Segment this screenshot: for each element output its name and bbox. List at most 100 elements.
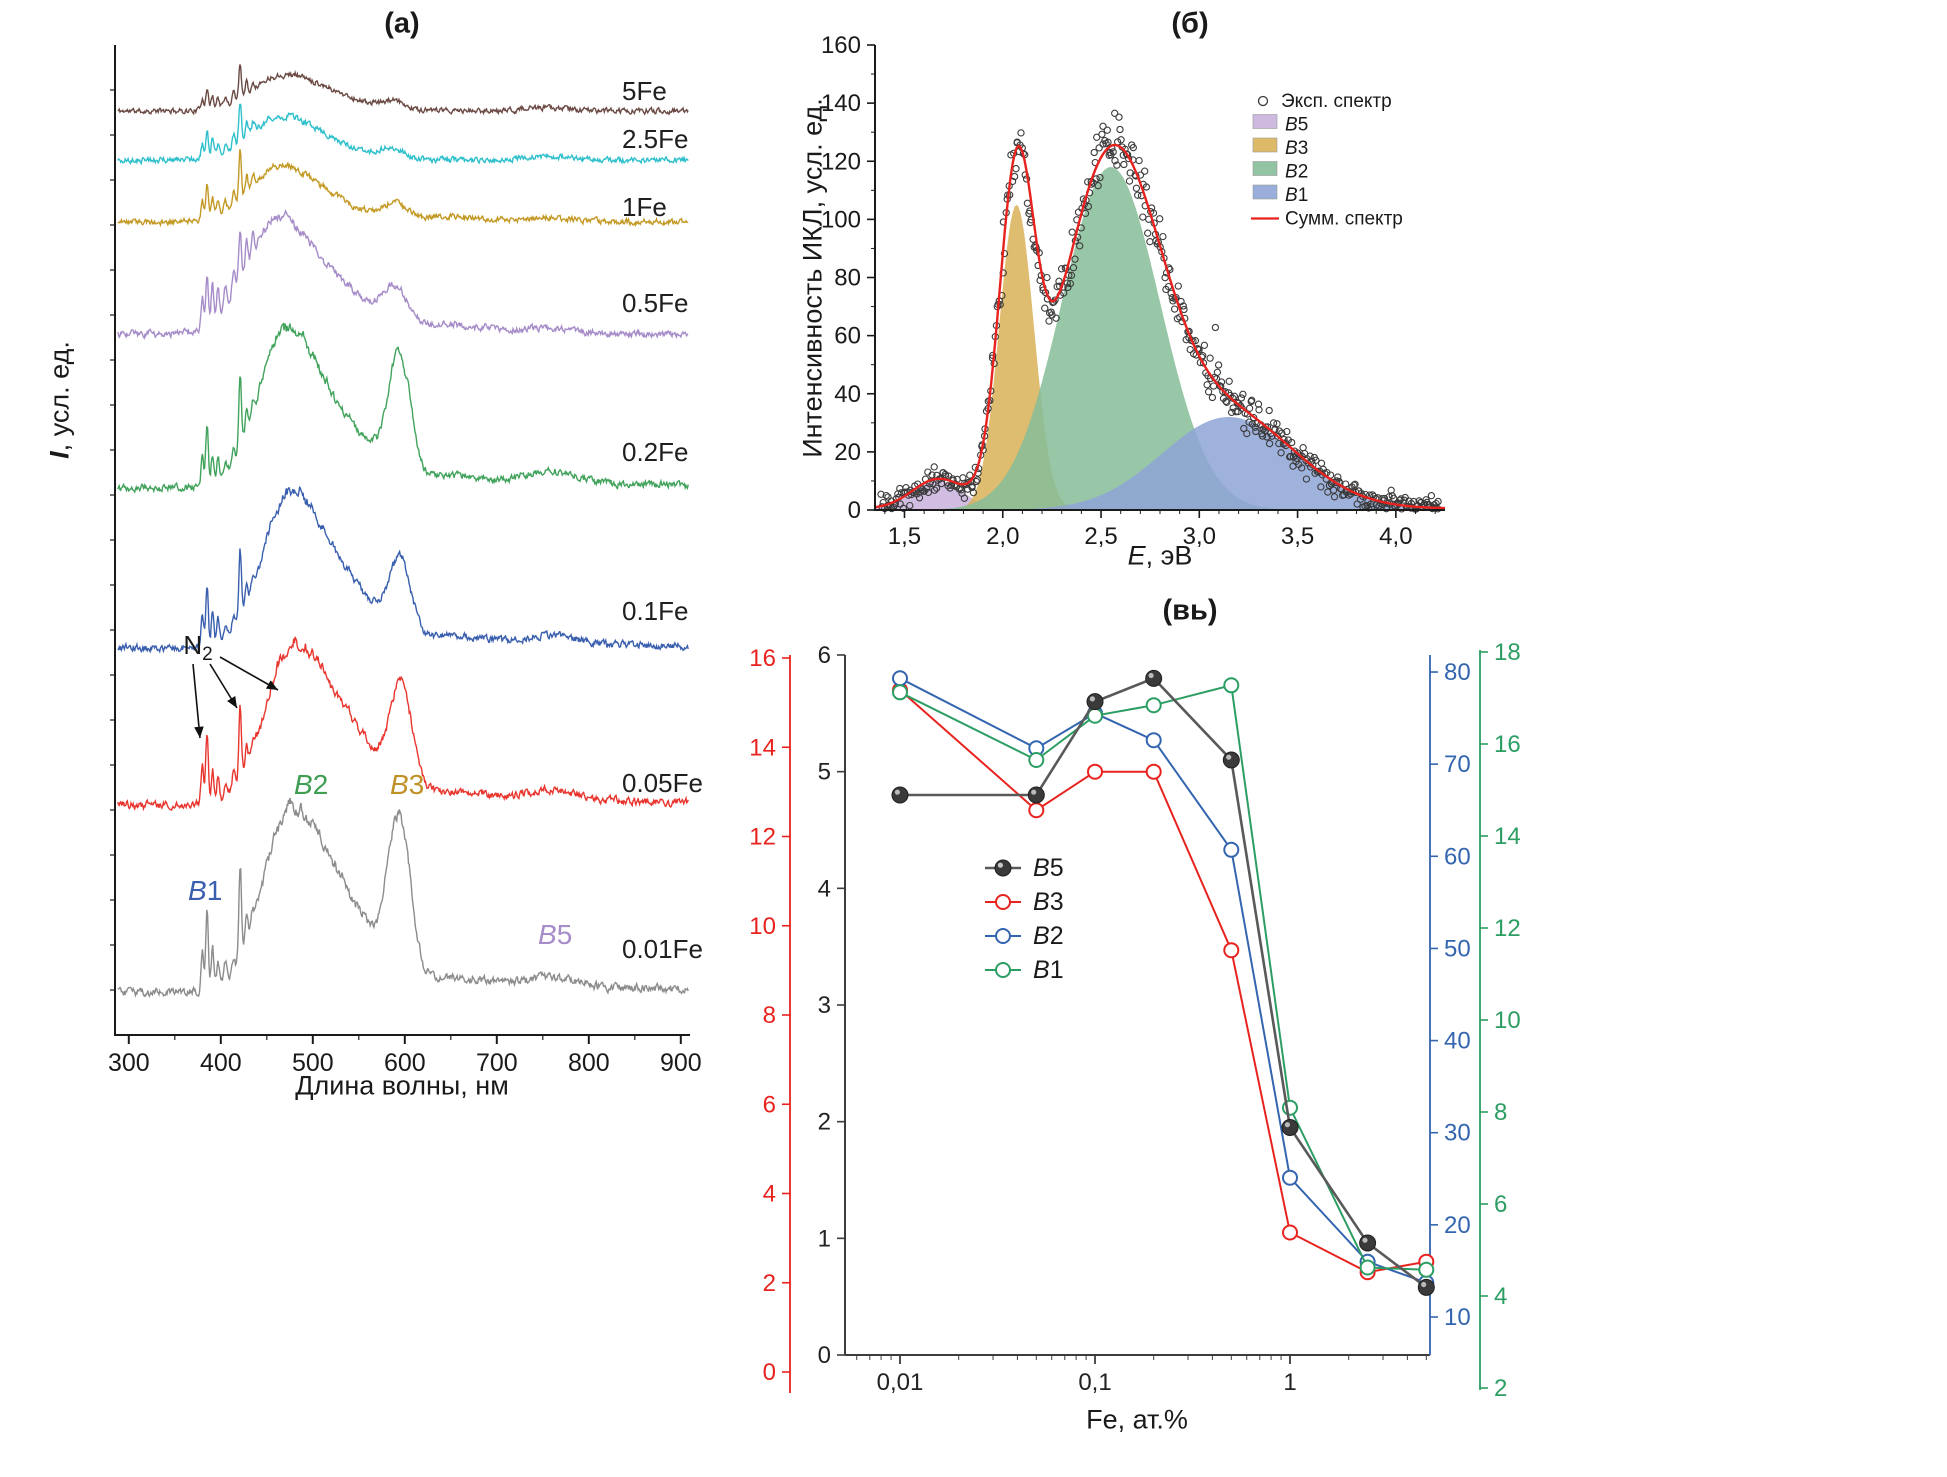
panel-c-xlabel: Fe, ат.% <box>1086 1404 1188 1435</box>
c-line-B2 <box>899 677 1427 1284</box>
a-x-tick-500: 500 <box>292 1049 334 1077</box>
c-black-tick-5: 5 <box>818 759 831 786</box>
a-trace-label-0.05Fe: 0.05Fe <box>622 768 703 798</box>
b-legend-B5: B5 <box>1285 115 1308 136</box>
a-spectrum-0.1Fe <box>117 485 689 654</box>
b-x-tick-2,5: 2,5 <box>1084 523 1117 550</box>
b-x-tick-3,0: 3,0 <box>1183 523 1216 550</box>
a-band-label-B2: B2 <box>294 769 328 800</box>
c-blue-tick-20: 20 <box>1444 1212 1471 1239</box>
b-legend-B1: B1 <box>1285 185 1308 206</box>
panel-c-title: (вь) <box>1162 594 1218 627</box>
a-x-tick-400: 400 <box>200 1049 242 1077</box>
b-y-tick-20: 20 <box>834 439 861 466</box>
c-markers-B5 <box>891 669 1435 1296</box>
b-x-tick-1,5: 1,5 <box>888 523 921 550</box>
c-red-tick-10: 10 <box>749 913 776 940</box>
c-black-tick-2: 2 <box>818 1109 831 1136</box>
a-x-tick-700: 700 <box>476 1049 518 1077</box>
c-blue-tick-10: 10 <box>1444 1304 1471 1331</box>
a-spectrum-0.2Fe <box>117 322 689 494</box>
c-legend-B2: B2 <box>1033 922 1064 950</box>
a-spectrum-0.05Fe <box>117 636 689 812</box>
b-y-tick-100: 100 <box>821 206 861 233</box>
a-n2-arrow <box>192 663 204 739</box>
b-y-tick-160: 160 <box>821 32 861 59</box>
a-band-label-B3: B3 <box>390 769 424 800</box>
a-trace-label-0.1Fe: 0.1Fe <box>622 596 689 626</box>
c-red-tick-2: 2 <box>763 1270 776 1297</box>
panel-a-ylabel-units: , усл. ед. <box>44 341 75 452</box>
b-y-tick-40: 40 <box>834 381 861 408</box>
a-spectrum-0.01Fe <box>117 797 689 999</box>
b-y-tick-140: 140 <box>821 90 861 117</box>
b-y-tick-0: 0 <box>848 497 861 524</box>
c-legend: B5 B3 B2 B1 <box>985 854 1064 984</box>
panel-b-xlabel: E, эВ <box>1128 541 1193 572</box>
b-x-tick-2,0: 2,0 <box>986 523 1019 550</box>
b-band-B2 <box>875 167 1445 510</box>
c-x-tick-1: 1 <box>1283 1369 1296 1396</box>
b-legend-swatch-B1 <box>1252 184 1278 200</box>
c-green-tick-6: 6 <box>1494 1191 1507 1218</box>
a-spectrum-2.5Fe <box>117 103 689 166</box>
b-legend-swatch-B2 <box>1252 161 1278 176</box>
c-green-tick-14: 14 <box>1494 823 1521 850</box>
panel-b: 0 20 40 60 80 100 120 140 160 1,5 2,0 2,5 3,0 3,5 4,0 Э… <box>821 32 1446 550</box>
c-green-tick-16: 16 <box>1494 731 1521 758</box>
a-spectrum-1Fe <box>117 148 689 228</box>
c-red-tick-16: 16 <box>749 645 776 672</box>
c-line-B5 <box>900 676 1428 1289</box>
c-green-tick-18: 18 <box>1494 639 1521 666</box>
c-green-tick-10: 10 <box>1494 1007 1521 1034</box>
b-legend-sum-label: Сумм. спектр <box>1285 209 1403 230</box>
panel-b-xlabel-symbol: E <box>1127 540 1146 571</box>
c-red-tick-6: 6 <box>763 1091 776 1118</box>
a-trace-label-0.2Fe: 0.2Fe <box>622 437 689 467</box>
panel-a-ylabel: I, усл. ед. <box>45 341 76 459</box>
b-sum-curve <box>874 143 1446 510</box>
b-legend-swatch-B3 <box>1252 137 1278 153</box>
c-red-tick-14: 14 <box>749 734 776 761</box>
b-band-B5 <box>875 480 1445 510</box>
c-legend-B5: B5 <box>1033 854 1064 882</box>
c-line-B1 <box>899 684 1427 1271</box>
b-y-tick-80: 80 <box>834 265 861 292</box>
b-y-tick-120: 120 <box>821 148 861 175</box>
c-green-tick-2: 2 <box>1494 1375 1507 1402</box>
a-spectrum-5Fe <box>117 64 689 116</box>
c-line-B3 <box>899 689 1427 1274</box>
b-legend-B2: B2 <box>1285 162 1308 183</box>
b-legend-B3: B3 <box>1285 138 1308 159</box>
c-markers-B3 <box>892 682 1435 1281</box>
c-blue-tick-50: 50 <box>1444 935 1471 962</box>
a-x-tick-800: 800 <box>568 1049 610 1077</box>
c-red-tick-0: 0 <box>763 1359 776 1386</box>
b-y-tick-60: 60 <box>834 323 861 350</box>
a-n2-arrow <box>209 663 238 709</box>
c-green-tick-12: 12 <box>1494 915 1521 942</box>
panel-a: 300 400 500 600 700 800 900 5Fe 2.5Fe 1Fe 0.5Fe 0.2… <box>108 45 703 1077</box>
panel-c: 0,01 0,1 102468101214160123456102030405060… <box>749 639 1520 1402</box>
c-x-tick-0,01: 0,01 <box>877 1369 924 1396</box>
a-x-tick-300: 300 <box>108 1049 150 1077</box>
panel-b-title: (б) <box>1171 7 1209 40</box>
c-black-tick-3: 3 <box>818 992 831 1019</box>
c-blue-tick-70: 70 <box>1444 751 1471 778</box>
a-n2-arrow <box>219 656 279 691</box>
a-annotation-n2: N2 <box>183 630 212 665</box>
b-legend-exp-label: Эксп. спектр <box>1281 91 1392 112</box>
c-green-tick-8: 8 <box>1494 1099 1507 1126</box>
panel-a-xlabel: Длина волны, нм <box>295 1070 509 1101</box>
a-trace-label-0.5Fe: 0.5Fe <box>622 288 689 318</box>
c-red-tick-12: 12 <box>749 824 776 851</box>
c-blue-tick-60: 60 <box>1444 843 1471 870</box>
c-black-tick-6: 6 <box>818 642 831 669</box>
a-band-label-B5: B5 <box>538 919 572 950</box>
c-legend-B1: B1 <box>1033 956 1064 984</box>
c-legend-B3: B3 <box>1033 888 1064 916</box>
b-x-tick-3,5: 3,5 <box>1281 523 1314 550</box>
b-legend-swatch-B5 <box>1252 114 1278 129</box>
